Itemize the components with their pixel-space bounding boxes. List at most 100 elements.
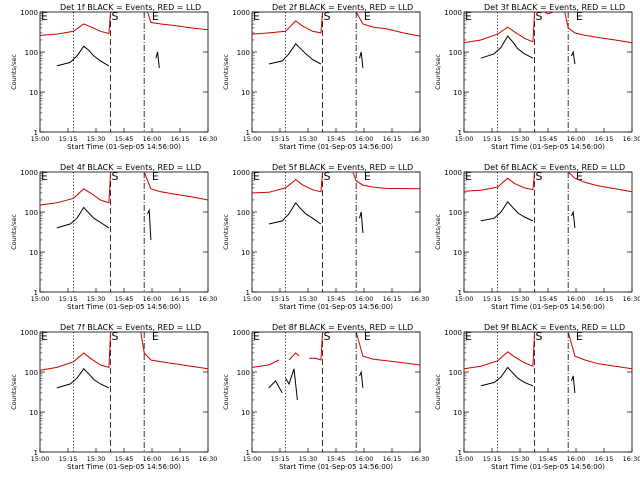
detector-panel: Det 7f BLACK = Events, RED = LLD 1 10 100 10… [10, 323, 217, 471]
events-series-line [285, 368, 298, 401]
events-series-line [147, 208, 152, 241]
x-tick-label: 15:45 [115, 455, 134, 463]
y-tick-label: 1 [246, 129, 250, 137]
x-tick-label: 15:30 [87, 455, 106, 463]
x-tick-label: 16:30 [411, 295, 430, 303]
y-tick-label: 1 [458, 449, 462, 457]
plot-frame [463, 11, 633, 133]
x-tick-label: 16:00 [143, 455, 162, 463]
x-tick-label: 15:45 [327, 295, 346, 303]
y-tick-label: 1000 [20, 169, 38, 177]
y-tick-label: 100 [449, 369, 462, 377]
event-marker: S [536, 170, 543, 183]
x-tick-label: 15:00 [243, 295, 262, 303]
events-series-line [480, 200, 534, 222]
x-tick-label: 15:30 [299, 135, 318, 143]
lld-series-line [564, 11, 633, 44]
x-tick-label: 16:15 [171, 295, 190, 303]
y-axis-title: Counts/sec [10, 54, 18, 90]
y-tick-label: 10 [241, 89, 250, 97]
y-tick-label: 10 [29, 409, 38, 417]
x-tick-label: 15:45 [115, 295, 134, 303]
lld-series-line [140, 331, 209, 370]
y-axis-title: Counts/sec [434, 214, 442, 250]
y-tick-label: 1000 [20, 9, 38, 17]
events-series-line [56, 45, 110, 67]
y-tick-label: 100 [237, 369, 250, 377]
x-tick-label: 15:30 [299, 295, 318, 303]
x-tick-label: 15:00 [455, 135, 474, 143]
y-tick-label: 1 [458, 289, 462, 297]
event-marker: S [112, 10, 119, 23]
event-marker: E [253, 10, 260, 23]
x-tick-label: 16:15 [595, 135, 614, 143]
event-marker: E [364, 10, 371, 23]
y-tick-label: 1000 [20, 329, 38, 337]
y-tick-label: 10 [29, 89, 38, 97]
x-tick-label: 16:30 [623, 295, 640, 303]
y-tick-label: 100 [237, 209, 250, 217]
lld-series-line [567, 171, 633, 193]
lld-series-line [251, 359, 280, 368]
x-tick-label: 16:30 [623, 135, 640, 143]
plot-frame [39, 171, 209, 293]
y-axis-title: Counts/sec [222, 374, 230, 410]
x-tick-label: 15:00 [31, 135, 50, 143]
plot-frame [39, 331, 209, 453]
y-tick-label: 100 [25, 209, 38, 217]
y-axis-title: Counts/sec [10, 214, 18, 250]
x-tick-label: 16:15 [383, 295, 402, 303]
x-tick-label: 16:30 [411, 455, 430, 463]
events-series-line [268, 43, 322, 65]
y-tick-label: 1000 [232, 169, 250, 177]
y-axis-title: Counts/sec [222, 54, 230, 90]
y-tick-label: 1 [458, 129, 462, 137]
x-tick-label: 15:15 [271, 295, 290, 303]
events-series-line [268, 201, 322, 225]
y-tick-label: 10 [453, 409, 462, 417]
event-marker: E [576, 170, 583, 183]
lld-series-line [355, 331, 421, 366]
plot-frame [39, 11, 209, 133]
x-tick-label: 15:00 [31, 455, 50, 463]
events-series-line [268, 380, 283, 394]
detector-panel: Det 1f BLACK = Events, RED = LLD 1 10 100 10… [10, 3, 217, 151]
lld-series-line [288, 352, 300, 361]
x-tick-label: 16:15 [383, 135, 402, 143]
x-tick-label: 16:00 [567, 135, 586, 143]
x-tick-label: 16:15 [171, 455, 190, 463]
y-tick-label: 100 [25, 369, 38, 377]
x-tick-label: 15:15 [271, 455, 290, 463]
x-tick-label: 16:30 [623, 455, 640, 463]
event-marker: E [364, 330, 371, 343]
x-axis-title: Start Time (01-Sep-05 14:56:00) [279, 463, 393, 471]
detector-panel: Det 9f BLACK = Events, RED = LLD 1 10 100 10… [434, 323, 640, 471]
event-marker: E [253, 330, 260, 343]
x-axis-title: Start Time (01-Sep-05 14:56:00) [491, 303, 605, 311]
x-tick-label: 15:00 [455, 455, 474, 463]
y-tick-label: 1 [34, 289, 38, 297]
x-tick-label: 15:30 [511, 135, 530, 143]
y-tick-label: 100 [449, 209, 462, 217]
lld-series-line [463, 171, 536, 192]
x-tick-label: 15:45 [327, 135, 346, 143]
x-tick-label: 15:00 [243, 455, 262, 463]
x-tick-label: 16:00 [355, 295, 374, 303]
event-marker: E [152, 10, 159, 23]
y-axis-title: Counts/sec [434, 374, 442, 410]
detector-panel: Det 3f BLACK = Events, RED = LLD 1 10 100 10… [434, 3, 640, 151]
x-tick-label: 15:30 [87, 135, 106, 143]
x-tick-label: 15:45 [539, 135, 558, 143]
lld-series-line [567, 331, 633, 370]
plot-frame [463, 171, 633, 293]
lld-series-line [544, 11, 554, 15]
y-tick-label: 10 [241, 409, 250, 417]
event-marker: E [41, 330, 48, 343]
y-axis-title: Counts/sec [434, 54, 442, 90]
panel-title: Det 5f BLACK = Events, RED = LLD [272, 163, 413, 172]
plot-frame [463, 331, 633, 453]
x-tick-label: 15:15 [59, 295, 78, 303]
x-tick-label: 15:30 [87, 295, 106, 303]
event-marker: E [41, 170, 48, 183]
